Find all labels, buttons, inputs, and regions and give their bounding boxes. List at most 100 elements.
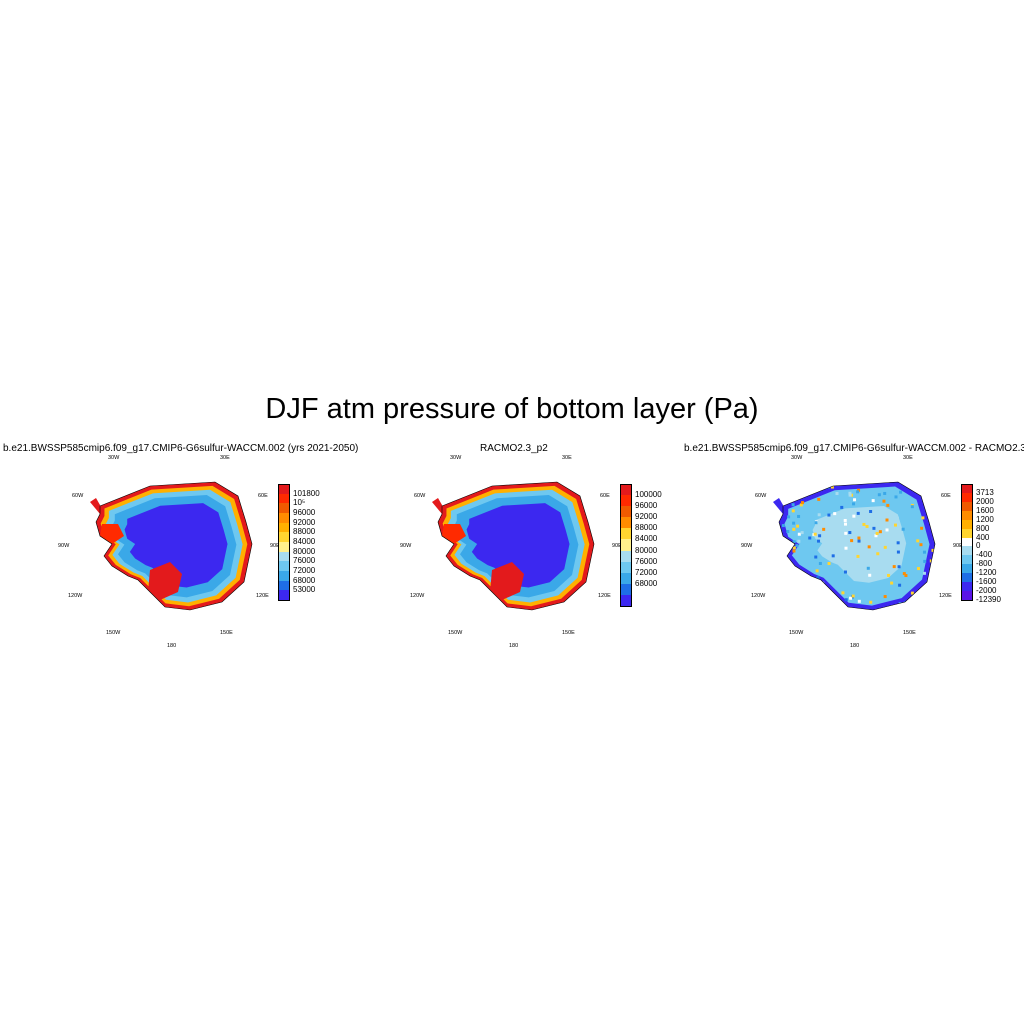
colorbar-swatch xyxy=(278,542,290,552)
colorbar-swatch xyxy=(961,537,973,547)
colorbar-swatch xyxy=(961,519,973,529)
colorbar-label: 88000 xyxy=(635,523,658,533)
lon-label-e30: 30E xyxy=(903,455,913,461)
lon-label-e120: 120E xyxy=(939,593,952,599)
colorbar-swatch xyxy=(620,484,632,497)
colorbar-label: 0 xyxy=(976,541,981,551)
colorbar-swatch xyxy=(961,555,973,565)
map-panel-difference: 30W 30E 60W 60E 90W 90E 120W 120E 150W 150E 180 371… xyxy=(683,452,1023,652)
antarctica-map xyxy=(773,481,936,611)
colorbar-swatch xyxy=(961,501,973,511)
panel-title-difference: b.e21.BWSSP585cmip6.f09_g17.CMIP6-G6sulf… xyxy=(684,443,1024,454)
antarctica-map xyxy=(432,481,595,611)
colorbar-label: 76000 xyxy=(293,556,316,566)
colorbar-swatch xyxy=(278,580,290,591)
lon-label-e30: 30E xyxy=(220,455,230,461)
lon-label-w60: 60W xyxy=(755,493,767,499)
colorbar-swatch xyxy=(620,550,632,562)
colorbar-label: 2000 xyxy=(976,496,994,506)
colorbar-swatch xyxy=(278,551,290,562)
colorbar-swatch xyxy=(278,503,290,513)
colorbar-label: -12390 xyxy=(976,595,1001,604)
colorbar-swatch xyxy=(961,492,973,502)
colorbar-swatch xyxy=(620,572,632,584)
colorbar-label: 68000 xyxy=(293,575,316,585)
lon-label-s180: 180 xyxy=(509,643,519,649)
lon-label-e60: 60E xyxy=(941,493,951,499)
colorbar-label: 400 xyxy=(976,532,990,542)
colorbar-swatch xyxy=(620,594,632,607)
figure-title: DJF atm pressure of bottom layer (Pa) xyxy=(265,393,759,425)
colorbar-swatch xyxy=(620,539,632,551)
lon-label-w150: 150W xyxy=(448,630,463,636)
lon-label-e120: 120E xyxy=(256,593,269,599)
colorbar-label: 100000 xyxy=(635,490,662,500)
colorbar-label: 72000 xyxy=(293,566,316,575)
colorbar-label: 96000 xyxy=(635,501,658,511)
colorbar-swatch xyxy=(961,591,973,601)
colorbar-label: 800 xyxy=(976,523,990,533)
colorbar-label: 68000 xyxy=(635,578,658,588)
colorbar-swatch xyxy=(278,493,290,504)
lon-label-w30: 30W xyxy=(450,455,462,461)
lon-label-s180: 180 xyxy=(167,643,177,649)
colorbar-swatch xyxy=(278,561,290,571)
colorbar-label: 76000 xyxy=(635,556,658,566)
lon-label-w150: 150W xyxy=(789,630,804,636)
colorbar-label: -400 xyxy=(976,550,993,560)
lon-label-e30: 30E xyxy=(562,455,572,461)
colorbar-swatch xyxy=(278,513,290,523)
colorbar-label: 53000 xyxy=(293,585,316,595)
colorbar-label: 92000 xyxy=(293,517,316,527)
colorbar-swatch xyxy=(961,573,973,583)
colorbar-swatch xyxy=(961,546,973,556)
colorbar-label: -1600 xyxy=(976,577,997,587)
colorbar-label: 1200 xyxy=(976,514,994,524)
colorbar-swatch xyxy=(278,590,290,601)
colorbar-swatch xyxy=(620,561,632,573)
colorbar-label: 84000 xyxy=(635,534,658,544)
lon-label-w120: 120W xyxy=(68,593,83,599)
colorbar-label: 88000 xyxy=(293,527,316,537)
colorbar-swatch xyxy=(961,564,973,574)
colorbar-label: 101800 xyxy=(293,488,320,498)
antarctica-map xyxy=(90,481,253,611)
colorbar-label: 96000 xyxy=(293,508,316,517)
lon-label-e60: 60E xyxy=(258,493,268,499)
lon-label-w90: 90W xyxy=(400,543,412,549)
colorbar-swatch xyxy=(961,510,973,520)
lon-label-e90: 90E xyxy=(270,543,280,549)
lon-label-w60: 60W xyxy=(414,493,426,499)
lon-label-w120: 120W xyxy=(410,593,425,599)
lon-label-w90: 90W xyxy=(58,543,70,549)
lon-label-w60: 60W xyxy=(72,493,84,499)
colorbar-label: 3713 xyxy=(976,487,994,497)
colorbar-swatch xyxy=(278,532,290,542)
colorbar-label: 80000 xyxy=(635,545,658,555)
lon-label-e120: 120E xyxy=(598,593,611,599)
panel-title-racmo: RACMO2.3_p2 xyxy=(480,443,548,454)
lon-label-e60: 60E xyxy=(600,493,610,499)
colorbar-swatch xyxy=(961,484,973,494)
colorbar-swatch xyxy=(620,495,632,507)
colorbar-label: -1200 xyxy=(976,568,997,578)
colorbar-label: -2000 xyxy=(976,586,997,596)
colorbar-label: 84000 xyxy=(293,537,316,546)
lon-label-w150: 150W xyxy=(106,630,121,636)
lon-label-w90: 90W xyxy=(741,543,753,549)
colorbar-label: -800 xyxy=(976,559,993,569)
panel-title-model: b.e21.BWSSP585cmip6.f09_g17.CMIP6-G6sulf… xyxy=(3,443,359,454)
colorbar-swatch xyxy=(620,517,632,529)
colorbar-swatch xyxy=(620,506,632,518)
lon-label-e150: 150E xyxy=(220,630,233,636)
colorbar-swatch xyxy=(620,583,632,595)
colorbar-label: 1600 xyxy=(976,505,994,515)
colorbar-label: 92000 xyxy=(635,512,658,522)
colorbar-swatch xyxy=(620,528,632,540)
lon-label-e90: 90E xyxy=(612,543,622,549)
lon-label-e150: 150E xyxy=(562,630,575,636)
lon-label-w120: 120W xyxy=(751,593,766,599)
lon-label-w30: 30W xyxy=(791,455,803,461)
colorbar-swatch xyxy=(278,522,290,533)
map-panel-racmo: 30W 30E 60W 60E 90W 90E 120W 120E 150W 150E 180 100… xyxy=(342,452,682,652)
